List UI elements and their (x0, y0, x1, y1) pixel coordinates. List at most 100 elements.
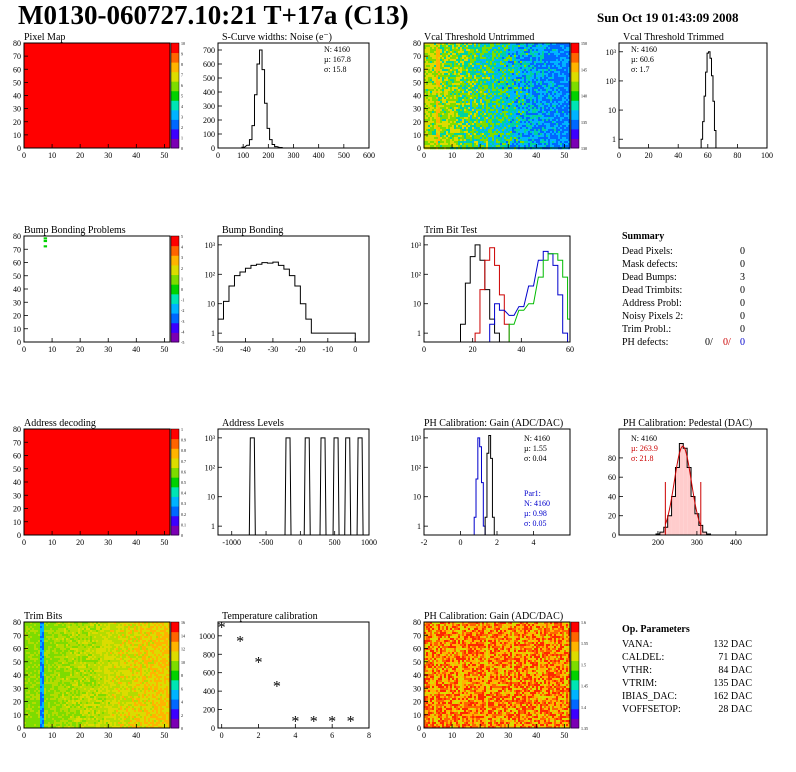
heatmap-cell (474, 61, 477, 64)
heatmap-cell (502, 79, 505, 82)
heatmap-cell (492, 101, 495, 104)
heatmap-cell (472, 91, 475, 94)
heatmap-cell (26, 722, 29, 725)
heatmap-cell (472, 95, 475, 98)
heatmap-cell (40, 694, 43, 697)
heatmap-cell (450, 79, 453, 82)
heatmap-cell (488, 123, 491, 126)
heatmap-cell (568, 107, 571, 110)
heatmap-cell (446, 51, 449, 54)
heatmap-cell (32, 682, 35, 685)
heatmap-cell (488, 93, 491, 96)
heatmap-cell (568, 103, 571, 106)
heatmap-cell (452, 97, 455, 100)
heatmap-cell (42, 720, 45, 723)
heatmap-cell (440, 103, 443, 106)
y-tick-label: 10³ (411, 241, 422, 250)
heatmap-cell (456, 89, 459, 92)
heatmap-cell (36, 716, 39, 719)
heatmap-cell (24, 680, 27, 683)
heatmap-cell (454, 81, 457, 84)
heatmap-cell (468, 105, 471, 108)
heatmap-cell (28, 688, 31, 691)
heatmap-cell (508, 107, 511, 110)
heatmap-cell (484, 137, 487, 140)
heatmap-cell (564, 89, 567, 92)
heatmap-cell (438, 103, 441, 106)
heatmap-cell (468, 123, 471, 126)
heatmap-cell (432, 63, 435, 66)
heatmap-cell (440, 133, 443, 136)
heatmap-cell (514, 59, 517, 62)
heatmap-cell (44, 642, 47, 645)
heatmap-cell (446, 105, 449, 108)
heatmap-cell (476, 129, 479, 132)
heatmap-cell (462, 43, 465, 46)
heatmap-cell (492, 51, 495, 54)
heatmap-cell (500, 91, 503, 94)
colorbar-segment (171, 52, 179, 63)
heatmap-cell (446, 143, 449, 146)
heatmap-cell (34, 652, 37, 655)
heatmap-cell (564, 71, 567, 74)
x-tick-label: 10 (48, 151, 56, 160)
heatmap-cell (448, 73, 451, 76)
heatmap-cell (520, 107, 523, 110)
heatmap-cell (36, 628, 39, 631)
heatmap-cell (444, 123, 447, 126)
heatmap-cell (548, 81, 551, 84)
heatmap-cell (558, 57, 561, 60)
colorbar-tick-label: 1 (181, 427, 183, 432)
heatmap-cell (510, 115, 513, 118)
heatmap-cell (46, 630, 49, 633)
heatmap-cell (536, 93, 539, 96)
heatmap-cell (478, 75, 481, 78)
heatmap-cell (442, 75, 445, 78)
heatmap-cell (508, 105, 511, 108)
heatmap-cell (474, 67, 477, 70)
heatmap-cell (566, 117, 569, 120)
heatmap-cell (28, 660, 31, 663)
heatmap-cell (558, 117, 561, 120)
heatmap-cell (534, 51, 537, 54)
heatmap-cell (30, 714, 33, 717)
heatmap-cell (438, 87, 441, 90)
heatmap-cell (560, 123, 563, 126)
heatmap-cell (28, 680, 31, 683)
heatmap-cell (526, 93, 529, 96)
heatmap-cell (40, 678, 43, 681)
x-tick-label: 600 (363, 151, 375, 160)
heatmap-cell (448, 135, 451, 138)
heatmap-cell (38, 622, 41, 625)
heatmap-cell (568, 109, 571, 112)
heatmap-cell (38, 660, 41, 663)
heatmap-cell (472, 75, 475, 78)
histogram-fill (667, 515, 672, 535)
heatmap-cell (472, 57, 475, 60)
heatmap-cell (468, 55, 471, 58)
heatmap-cell (514, 101, 517, 104)
heatmap-cell (466, 67, 469, 70)
x-tick-label: 0 (22, 538, 26, 547)
heatmap-cell (474, 105, 477, 108)
heatmap-cell (536, 83, 539, 86)
heatmap-cell (448, 119, 451, 122)
colorbar-tick-label: 4 (181, 245, 183, 250)
colorbar-tick-label: -2 (181, 308, 184, 313)
heatmap-cell (566, 91, 569, 94)
heatmap-cell (28, 692, 31, 695)
heatmap-cell (450, 139, 453, 142)
heatmap-cell (36, 680, 39, 683)
heatmap-cell (26, 686, 29, 689)
heatmap-cell (510, 107, 513, 110)
heatmap-cell (426, 87, 429, 90)
heatmap-cell (534, 61, 537, 64)
heatmap-cell (30, 682, 33, 685)
heatmap-cell (568, 43, 571, 46)
heatmap-cell (492, 119, 495, 122)
heatmap-cell (24, 718, 27, 721)
heatmap-cell (446, 43, 449, 46)
heatmap-cell (522, 133, 525, 136)
heatmap-cell (568, 125, 571, 128)
heatmap-cell (512, 137, 515, 140)
